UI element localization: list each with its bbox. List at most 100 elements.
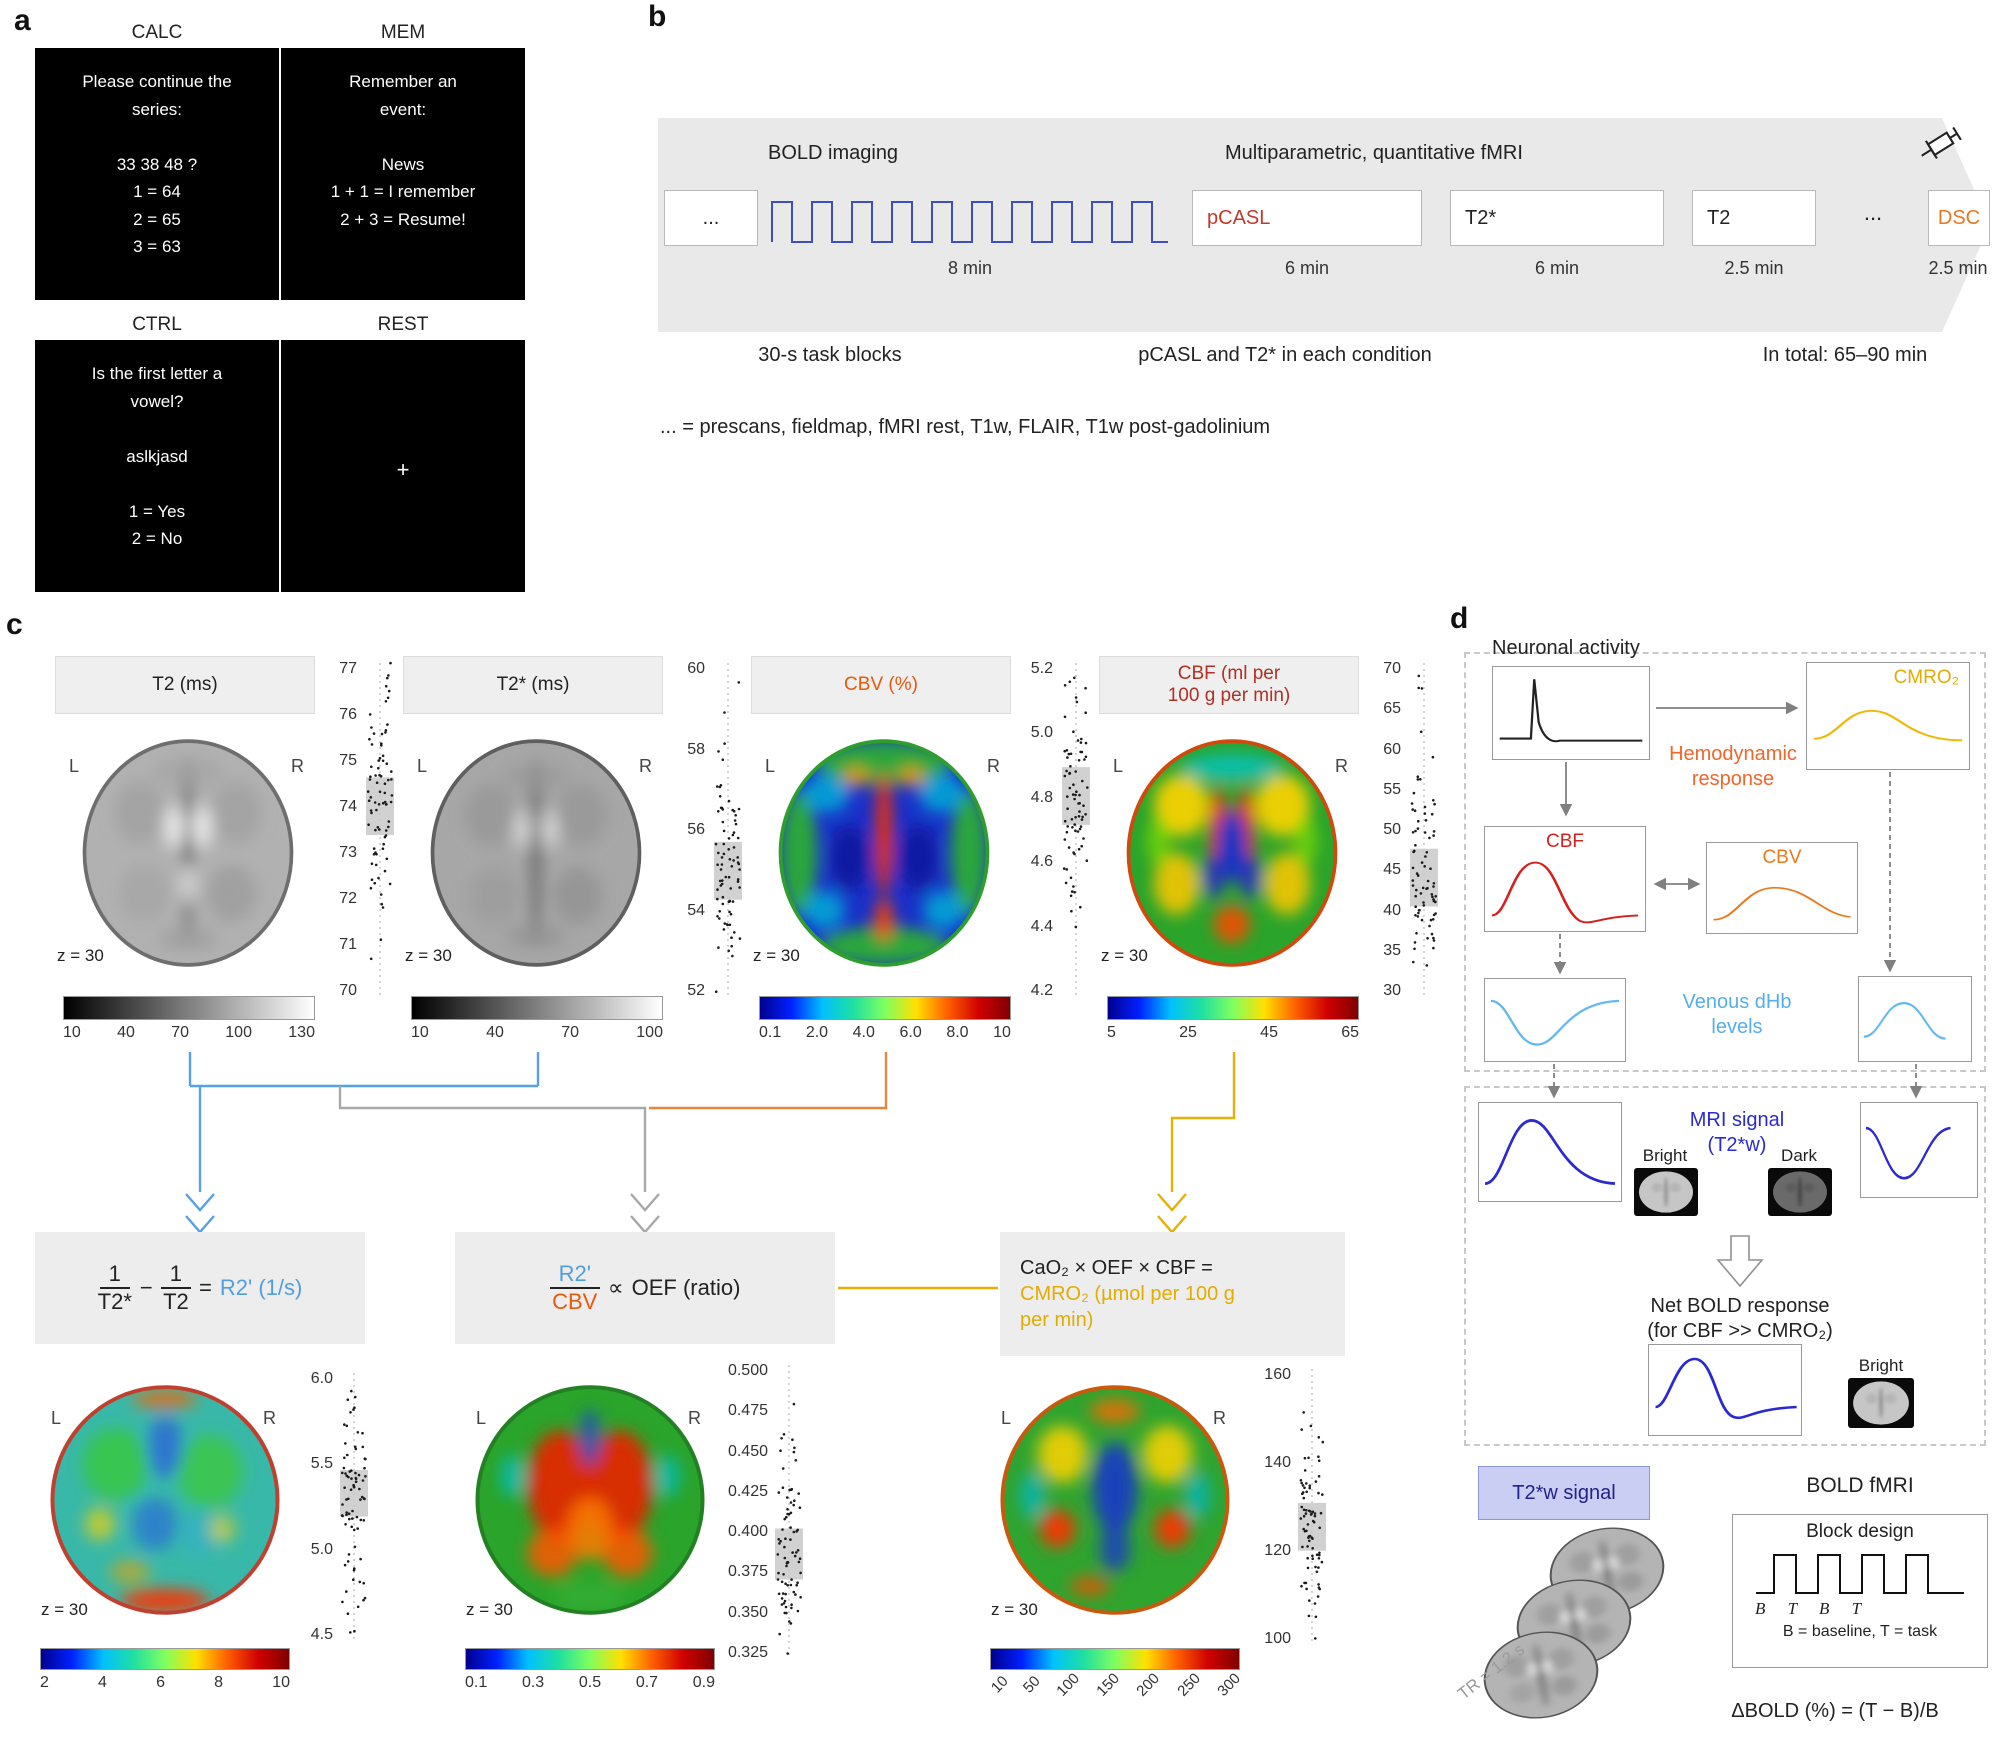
map-column-t2star: T2* (ms) L R z = 30 10 40 70 100 60 58 56 54 52 (403, 650, 749, 1060)
tick-label: 74 (339, 798, 357, 815)
neuronal-activity-title: Neuronal activity (1492, 637, 1640, 659)
block-design-waveform (1756, 1554, 1964, 1594)
tick-label: 8.0 (946, 1024, 969, 1041)
tick-label: 250 (1173, 1669, 1204, 1700)
brain-map-r2prime (40, 1380, 290, 1620)
caption-total: In total: 65–90 min (1762, 344, 1928, 366)
colorbar-ticks: 10 40 70 100 (411, 1024, 663, 1042)
colorbar-ticks: 5 25 45 65 (1107, 1024, 1359, 1042)
map-derived-r2prime: L R z = 30 2 4 6 8 10 6.0 5.5 5.0 4.5 (35, 1362, 375, 1707)
map-column-cbf: CBF (ml per 100 g per min) L R z = 30 5 2… (1099, 650, 1445, 1060)
tick-label: 45 (1260, 1024, 1278, 1041)
card-ctrl: Is the first letter a vowel? aslkjasd 1 … (35, 340, 279, 592)
scatter-ticks: 6.0 5.5 5.0 4.5 (293, 1370, 333, 1644)
mri-dip-curve (1865, 1126, 1951, 1180)
left-label: L (417, 756, 428, 776)
card-title-rest: REST (377, 314, 429, 335)
wave-duration: 8 min (947, 258, 992, 278)
card-mem-body: Remember an event: News 1 + 1 = I rememb… (330, 72, 476, 229)
colorbar-cmro2 (990, 1648, 1240, 1670)
card-rest-body: + (396, 457, 410, 482)
minus-sign: − (139, 1275, 153, 1300)
map-title-t2star: T2* (ms) (403, 656, 663, 714)
colorbar-oef (465, 1648, 715, 1670)
card-ctrl-body: Is the first letter a vowel? aslkjasd 1 … (91, 364, 223, 549)
right-label: R (639, 756, 652, 776)
tick-label: 4.5 (310, 1625, 333, 1643)
slice-label: z = 30 (57, 946, 104, 965)
equation-oef: R2' CBV ∝ OEF (ratio) (455, 1232, 835, 1344)
right-label: R (688, 1408, 701, 1428)
tick-label: 70 (561, 1024, 579, 1041)
mri-bump-curve (1484, 1119, 1615, 1185)
tick-label: 40 (1383, 901, 1401, 919)
dhb-dip-curve (1490, 999, 1620, 1046)
panel-a-label: a (14, 4, 31, 37)
brain-map-oef (465, 1380, 715, 1620)
mri-signal-right-box (1860, 1102, 1978, 1198)
tick-label: 5.5 (310, 1455, 333, 1473)
cbf-curve (1491, 861, 1639, 924)
tick-label: 130 (288, 1024, 315, 1041)
net-bold-label: Net BOLD response (for CBF >> CMRO₂) (1647, 1295, 1833, 1342)
block-condition-sequence: B T B T (1755, 1599, 1871, 1618)
card-title-mem: MEM (380, 22, 426, 43)
tick-label: 4.2 (1030, 981, 1053, 999)
tick-label: 4 (98, 1674, 107, 1691)
bold-fmri-title: BOLD fMRI (1806, 1474, 1914, 1497)
scatter-plot-r2prime (337, 1370, 371, 1644)
card-mem: Remember an event: News 1 + 1 = I rememb… (281, 48, 525, 300)
t2star-box: T2* (1450, 190, 1664, 246)
bright-brain-thumbnail (1634, 1168, 1698, 1216)
tick-label: 30 (1383, 982, 1401, 999)
slice-label: z = 30 (41, 1600, 88, 1619)
scatter-ticks: 0.500 0.475 0.450 0.425 0.400 0.375 0.350 0.325 (716, 1362, 768, 1662)
tick-label: 200 (1133, 1669, 1164, 1700)
hemodynamic-response-label: Hemodynamic response (1669, 743, 1797, 790)
tick-label: 0.7 (635, 1674, 659, 1691)
tick-label: 5.2 (1030, 660, 1053, 677)
left-label: L (51, 1408, 62, 1428)
colorbar-ticks: 10 40 70 100 130 (63, 1024, 315, 1042)
tick-label: 140 (1264, 1454, 1291, 1471)
colorbar-cbv (759, 996, 1011, 1020)
tick-label: 5 (1107, 1024, 1116, 1041)
neuronal-spike-curve (1499, 679, 1643, 743)
brain-map-t2star (421, 734, 651, 972)
epi-slice-stack (1478, 1526, 1690, 1722)
tick-label: 25 (1179, 1024, 1197, 1041)
bold-imaging-title: BOLD imaging (768, 142, 899, 164)
block-design-box: Block design B T B T B = baseline, T = t… (1732, 1514, 1988, 1668)
tick-label: 76 (339, 706, 357, 723)
tick-label: 52 (687, 982, 705, 999)
block-design-title: Block design (1806, 1521, 1914, 1542)
left-label: L (1113, 756, 1124, 776)
mri-section-frame (1464, 1086, 1986, 1446)
cmro2-label: CMRO₂ (1893, 667, 1959, 688)
cbf-label: CBF (1546, 831, 1584, 852)
tick-label: 0.1 (465, 1674, 488, 1691)
slice-label: z = 30 (991, 1600, 1038, 1619)
venous-dhb-label: Venous dHb levels (1682, 991, 1792, 1038)
numerator: 1 (160, 1261, 192, 1289)
fraction-1-over-t2: 1 T2 (160, 1261, 192, 1315)
tick-label: 2.0 (805, 1024, 829, 1041)
tick-label: 0.475 (727, 1402, 768, 1420)
tick-label: 72 (339, 890, 357, 907)
scatter-plot-cbf (1407, 660, 1441, 1000)
dhb-bump-curve (1863, 1002, 1946, 1040)
caption-condition: pCASL and T2* in each condition (1138, 344, 1432, 366)
oef-result: OEF (ratio) (631, 1275, 741, 1300)
net-bold-box (1648, 1344, 1802, 1436)
proportional-sign: ∝ (607, 1275, 624, 1300)
neuronal-activity-box (1492, 666, 1650, 760)
tick-label: 65 (1383, 700, 1401, 718)
tick-label: 60 (687, 660, 705, 677)
tick-label: 71 (339, 936, 357, 953)
tick-label: 0.5 (578, 1674, 602, 1691)
scatter-ticks: 160 140 120 100 (1247, 1366, 1291, 1648)
left-label: L (476, 1408, 487, 1428)
tick-label: 0.400 (727, 1523, 768, 1541)
dark-label: Dark (1781, 1146, 1817, 1165)
footnote: ... = prescans, fieldmap, fMRI rest, T1w… (660, 416, 1271, 438)
